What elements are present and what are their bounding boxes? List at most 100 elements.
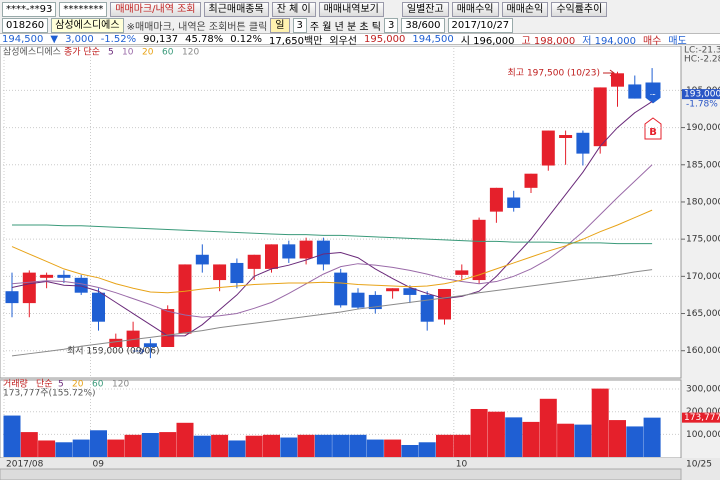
candle-body — [282, 244, 296, 259]
y-tick-label: 300,000 — [686, 385, 720, 395]
volume-bar — [107, 439, 125, 457]
x-end-label: 10/25 — [686, 460, 712, 470]
legend-entry: 5 — [58, 380, 64, 390]
ma-line — [11, 269, 653, 357]
candle-body — [368, 294, 382, 310]
volume-bar — [141, 432, 159, 457]
volume-subtitle: 173,777주(155.72%) — [3, 388, 96, 399]
candle-body — [403, 288, 417, 295]
candle-body — [213, 264, 227, 281]
periods[interactable]: 주 월 년 분 초 틱 — [309, 21, 381, 33]
volume-bar — [470, 408, 488, 457]
date-field[interactable]: 2017/10/27 — [447, 17, 514, 33]
volume-bar — [591, 388, 609, 457]
candle-body — [386, 288, 400, 292]
candle-body — [57, 274, 71, 278]
y-tick-label: 190,000 — [686, 123, 720, 133]
buy-signal — [644, 117, 662, 140]
button[interactable]: 매매내역보기 — [318, 1, 384, 17]
candle-body — [524, 173, 538, 188]
volume-bar — [366, 439, 384, 457]
price-pane — [0, 46, 682, 379]
legend-entry: 120 — [112, 380, 129, 390]
candle-body — [472, 219, 486, 281]
scrollbar[interactable] — [0, 468, 682, 480]
volume-bar — [332, 434, 350, 457]
info: 194,500 — [412, 33, 454, 45]
info: 0.12% — [230, 33, 263, 45]
volume-bar — [280, 437, 298, 457]
legend-prefix: 단순 — [36, 379, 53, 390]
high-annotation: 최고 197,500 (10/23) — [508, 68, 600, 79]
candle-body — [109, 338, 123, 347]
toolbar-row-1: ****-**93 ******** 매매마크/내역 조회 최근매매종목 잔 체… — [0, 1, 720, 17]
candle-body — [126, 330, 140, 347]
volume-bar — [211, 434, 229, 457]
candle-body — [316, 240, 330, 265]
volume-bar — [349, 434, 367, 457]
candle-body — [645, 82, 659, 95]
legend-entry: 20 — [142, 48, 154, 58]
button[interactable]: 일별잔고 — [401, 1, 449, 17]
volume-bar — [418, 442, 436, 457]
volume-bar — [124, 434, 142, 457]
y-tick-label: 160,000 — [686, 346, 720, 356]
candle-body — [351, 292, 365, 308]
button[interactable]: 매매마크/내역 조회 — [110, 1, 201, 17]
chart: 삼성에스디에스 LC:-21.38 HC:-2.28 최고 197,500 (1… — [0, 46, 720, 480]
button[interactable]: 수익률추이 — [551, 1, 608, 17]
button[interactable]: 매매손익 — [501, 1, 549, 17]
period-field[interactable]: 3 — [292, 17, 307, 33]
price-tag: 193,000 — [684, 90, 720, 100]
volume-bar — [557, 423, 575, 457]
candle-body — [247, 254, 261, 269]
volume-bar — [643, 417, 661, 457]
candle-body — [576, 132, 590, 154]
volume-bar — [522, 421, 540, 457]
volume-bar — [38, 440, 56, 457]
corner-label: LC:-21.38 — [684, 46, 720, 56]
volume-bar — [401, 444, 419, 457]
x-tick-label: 10 — [456, 460, 468, 470]
price-tag-box — [682, 89, 720, 100]
info: 저 194,000 — [582, 35, 636, 47]
volume-title: 거래량 — [3, 378, 28, 390]
info-bar: 194,500 ▼ 3,000 -1.52% 90,137 45.78% 0.1… — [0, 33, 720, 47]
account-field[interactable]: ****-**93 — [2, 1, 57, 17]
volume-bar — [228, 440, 246, 457]
volume-bar — [263, 434, 280, 457]
chart-title: 삼성에스디에스 — [3, 47, 61, 58]
candle-body — [265, 244, 278, 269]
info: -1.52% — [100, 33, 137, 45]
volume-bar — [436, 434, 453, 457]
ma-line — [11, 101, 653, 337]
button[interactable]: 매매수익 — [451, 1, 499, 17]
period-button[interactable]: 일 — [270, 17, 290, 33]
low-annotation: 최저 159,000 (09/06) — [67, 346, 159, 357]
sell-button[interactable]: 매도 — [668, 35, 687, 47]
info: 90,137 — [143, 33, 179, 45]
tick-field[interactable]: 3 — [383, 17, 399, 33]
volume-bar — [159, 432, 177, 457]
info: 17,650백만 — [269, 35, 323, 47]
button[interactable]: 잔 체 이 — [271, 1, 316, 17]
volume-bar — [626, 426, 644, 457]
legend-entry: 10 — [122, 48, 134, 58]
legend-entry: 5 — [108, 48, 114, 58]
candle-body — [541, 130, 555, 166]
y-tick-label: 165,000 — [686, 309, 720, 319]
info: 고 198,000 — [521, 35, 576, 47]
note: ※매매마크, 내역은 조회버튼 클릭 — [126, 21, 268, 33]
volume-bar — [90, 430, 107, 457]
candle-body — [593, 87, 607, 147]
candle-body — [628, 84, 642, 99]
y-tick-label: 200,000 — [686, 407, 720, 417]
button[interactable]: 최근매매종목 — [203, 1, 269, 17]
legend-entry: 120 — [182, 48, 199, 58]
buy-button[interactable]: 매수 — [642, 35, 662, 47]
password-field[interactable]: ******** — [59, 1, 108, 17]
volume-bar — [384, 439, 402, 457]
code-field[interactable]: 018260 — [2, 17, 49, 33]
x-tick-label: 09 — [93, 460, 105, 470]
volume-bar — [193, 435, 211, 457]
